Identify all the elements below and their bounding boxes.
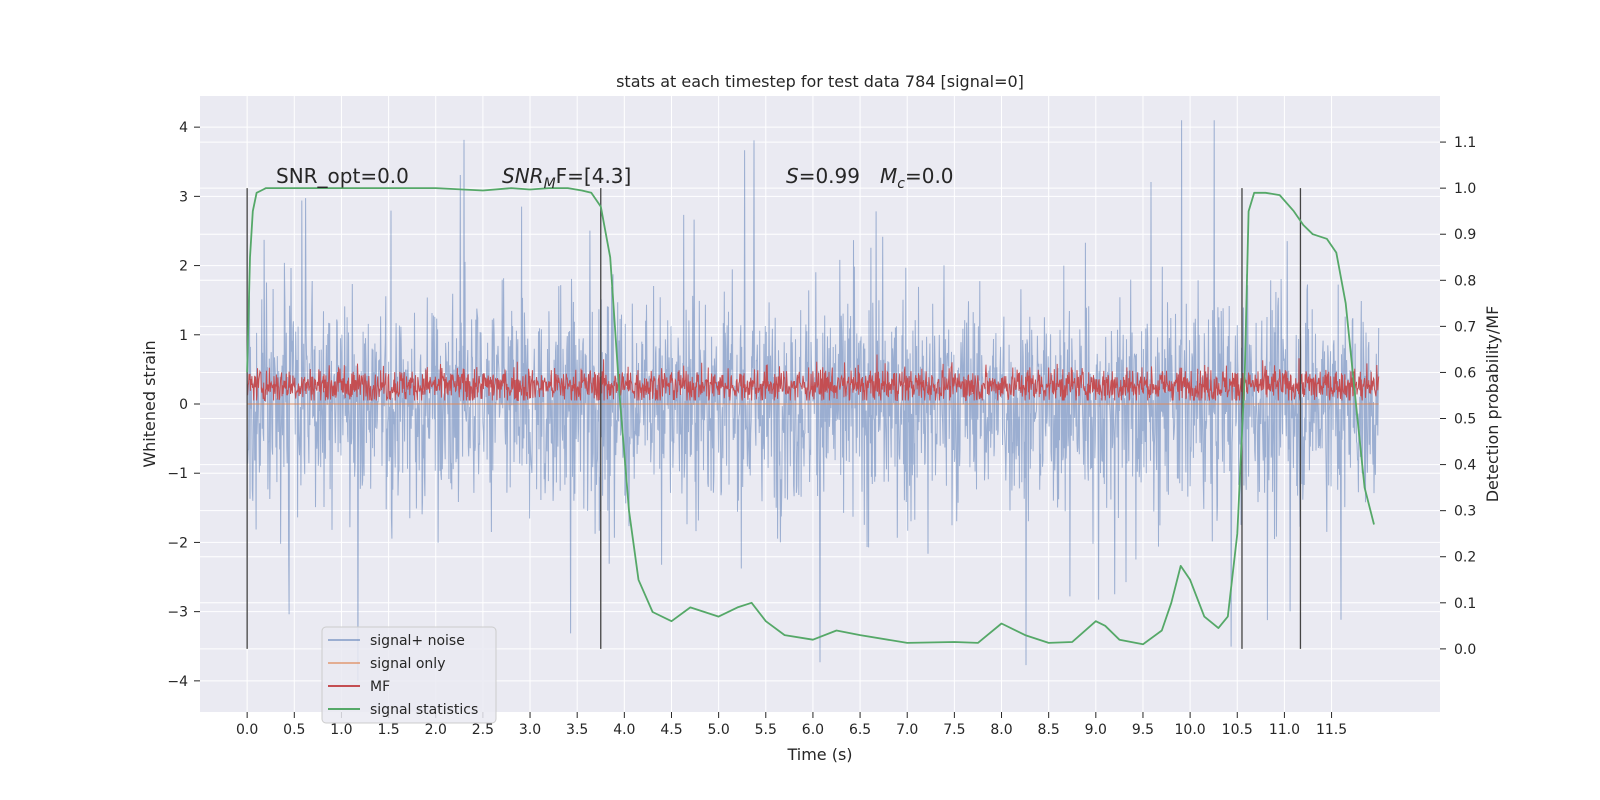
annotation-s: S=0.99 [786, 164, 860, 188]
annotation-snr-mf: SNRMF=[4.3] [502, 164, 631, 192]
annotation-mc-main: M [880, 164, 897, 188]
y-axis-right: 1.1 1.0 0.9 0.8 0.7 0.6 0.5 0.4 0.3 0.2 0.1 0.0 [1440, 135, 1476, 658]
legend-label-signal-noise: signal+ noise [370, 633, 465, 649]
annotation-mc-sub: c [897, 176, 905, 192]
y2-tick-label-11: 0.0 [1454, 642, 1476, 658]
x-tick-label-18: 9.0 [1085, 722, 1107, 738]
y-axis-left: 4 3 2 1 0 −1 −2 −3 −4 [167, 120, 200, 690]
y-tick-label-2: 2 [179, 259, 188, 275]
y-tick-label-8: −4 [167, 674, 188, 690]
annotation-mc-value: =0.0 [905, 164, 954, 188]
mf-line [246, 354, 1380, 402]
y2-tick-label-8: 0.3 [1454, 504, 1476, 520]
signal-noise-line [246, 120, 1380, 681]
y2-tick-label-2: 0.9 [1454, 227, 1476, 243]
x-tick-label-0: 0.0 [236, 722, 258, 738]
annotations: SNR_opt=0.0 SNRMF=[4.3] S=0.99 Mc=0.0 [276, 164, 954, 192]
x-tick-label-16: 8.0 [990, 722, 1012, 738]
y-tick-label-1: 3 [179, 189, 188, 205]
y2-tick-label-4: 0.7 [1454, 319, 1476, 335]
legend-box [321, 626, 497, 724]
legend-label-signal-statistics: signal statistics [370, 702, 478, 718]
y2-tick-label-5: 0.6 [1454, 365, 1476, 381]
legend-label-mf: MF [370, 679, 390, 695]
annotation-snr-opt: SNR_opt=0.0 [276, 164, 409, 188]
y2-axis-title: Detection probability/MF [1483, 306, 1502, 503]
x-tick-label-12: 6.0 [802, 722, 824, 738]
x-tick-label-10: 5.0 [707, 722, 729, 738]
legend-label-signal-only: signal only [370, 656, 445, 672]
x-tick-label-9: 4.5 [660, 722, 682, 738]
annotation-s-value: =0.99 [799, 164, 860, 188]
x-tick-label-14: 7.0 [896, 722, 918, 738]
x-tick-label-15: 7.5 [943, 722, 965, 738]
y-tick-label-0: 4 [179, 120, 188, 136]
y2-tick-label-7: 0.4 [1454, 458, 1476, 474]
x-tick-label-17: 8.5 [1038, 722, 1060, 738]
y-tick-label-5: −1 [167, 466, 188, 482]
y-axis-title: Whitened strain [140, 340, 159, 467]
y2-tick-label-3: 0.8 [1454, 273, 1476, 289]
x-tick-label-1: 0.5 [283, 722, 305, 738]
x-tick-label-22: 11.0 [1269, 722, 1300, 738]
x-tick-label-6: 3.0 [519, 722, 541, 738]
x-tick-label-4: 2.0 [425, 722, 447, 738]
x-tick-label-20: 10.0 [1175, 722, 1206, 738]
x-axis: 0.0 0.5 1.0 1.5 2.0 2.5 3.0 3.5 4.0 4.5 5.0 5.5 6.0 6… [236, 712, 1347, 738]
annotation-snr-mf-sub: M [544, 176, 556, 192]
y2-tick-label-1: 1.0 [1454, 181, 1476, 197]
y2-tick-label-0: 1.1 [1454, 135, 1476, 151]
signal-statistics-series [246, 187, 1375, 646]
x-tick-label-11: 5.5 [755, 722, 777, 738]
x-tick-label-2: 1.0 [330, 722, 352, 738]
legend: signal+ noise signal only MF signal stat… [321, 626, 497, 724]
x-tick-label-19: 9.5 [1132, 722, 1154, 738]
y-tick-label-3: 1 [179, 328, 188, 344]
annotation-mc: Mc=0.0 [880, 164, 954, 192]
y-tick-label-4: 0 [179, 397, 188, 413]
x-tick-label-3: 1.5 [377, 722, 399, 738]
y-tick-label-7: −3 [167, 605, 188, 621]
x-tick-label-8: 4.0 [613, 722, 635, 738]
x-tick-label-13: 6.5 [849, 722, 871, 738]
x-axis-title: Time (s) [786, 745, 852, 764]
y2-tick-label-9: 0.2 [1454, 550, 1476, 566]
x-tick-label-5: 2.5 [472, 722, 494, 738]
signal-noise-series [246, 120, 1380, 681]
annotation-snr-mf-rest: F=[4.3] [556, 164, 632, 188]
annotation-snr-mf-main: SNR [502, 164, 544, 188]
signal-statistics-line [246, 187, 1375, 646]
y2-tick-label-10: 0.1 [1454, 596, 1476, 612]
y-tick-label-6: −2 [167, 535, 188, 551]
mf-series [246, 354, 1380, 402]
annotation-s-label: S [786, 164, 799, 188]
chart-title: stats at each timestep for test data 784… [616, 72, 1024, 91]
x-tick-label-7: 3.5 [566, 722, 588, 738]
y2-tick-label-6: 0.5 [1454, 412, 1476, 428]
x-tick-label-21: 10.5 [1222, 722, 1253, 738]
x-tick-label-23: 11.5 [1316, 722, 1347, 738]
